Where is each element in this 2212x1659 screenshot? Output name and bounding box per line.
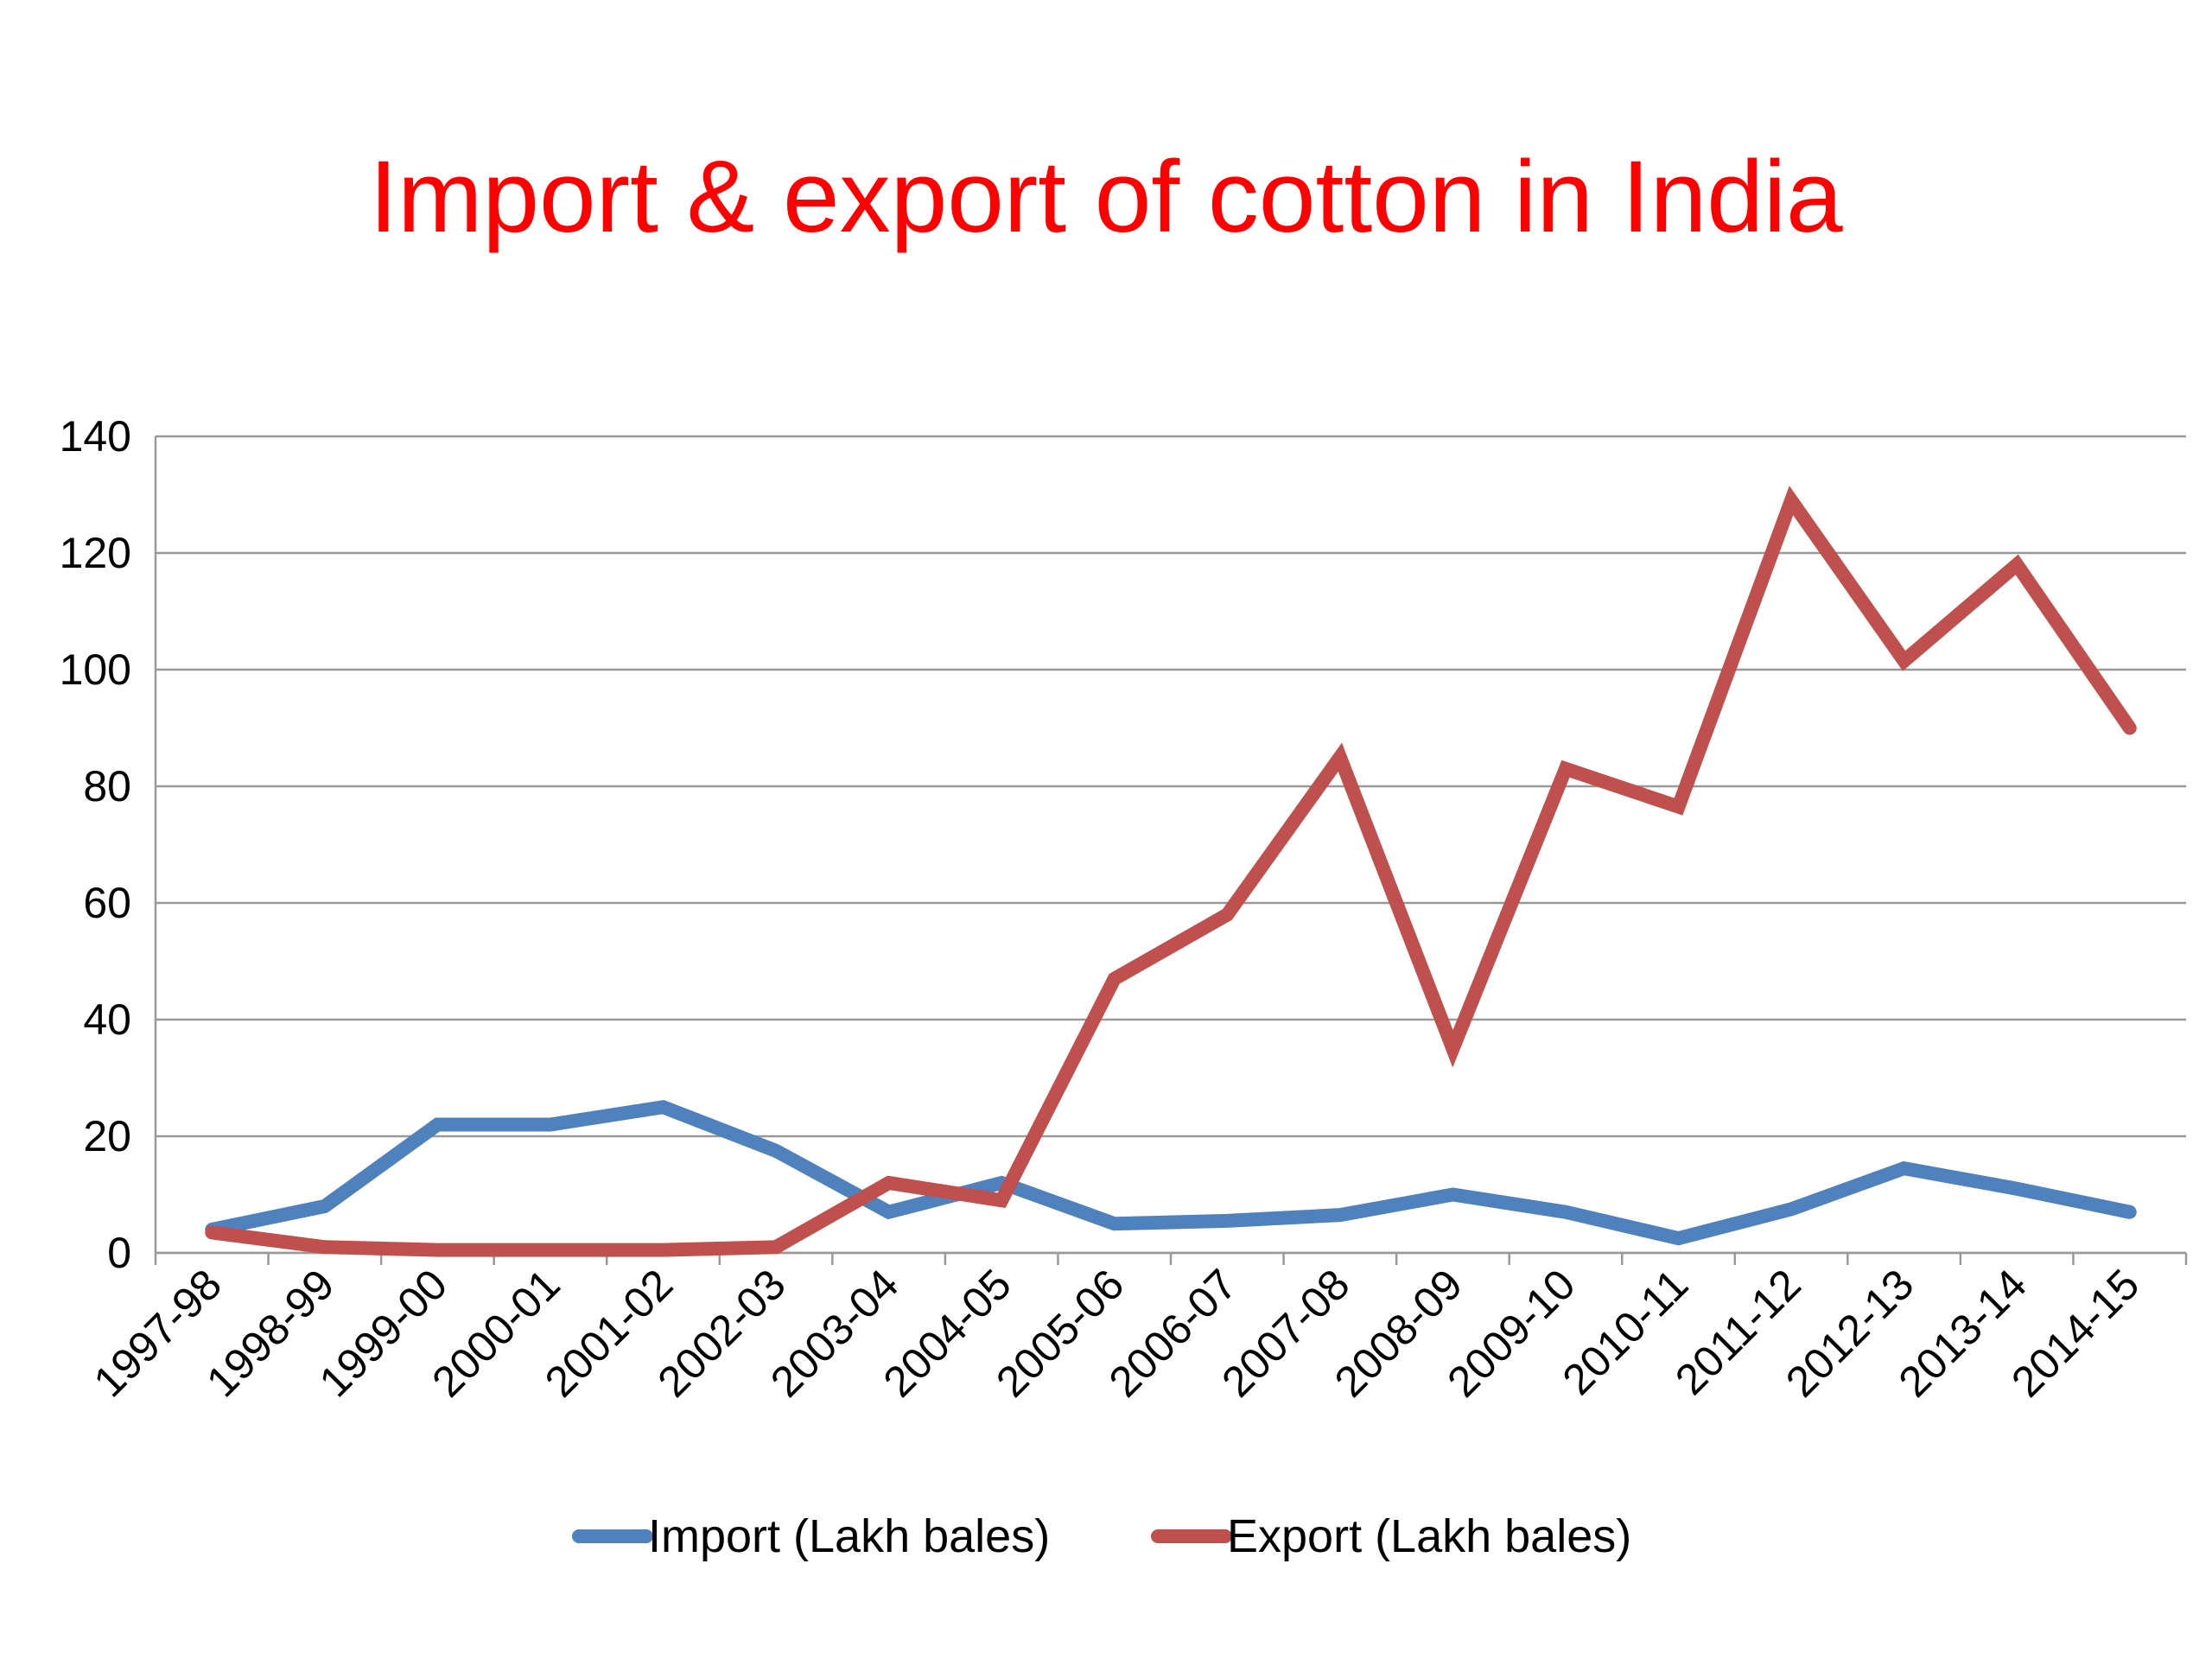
- data-point: [436, 1124, 438, 1125]
- x-tick-label: 2014-15: [2002, 1260, 2148, 1406]
- data-point: [2016, 564, 2018, 565]
- data-point: [2016, 1188, 2018, 1190]
- x-tick-label: 2009-10: [1438, 1260, 1584, 1406]
- data-point: [211, 1231, 213, 1233]
- data-point: [1339, 1214, 1341, 1216]
- data-point: [663, 1249, 664, 1251]
- y-tick-label: 80: [83, 762, 131, 810]
- axes: 0204060801001201401997-981998-991999-002…: [60, 412, 2188, 1407]
- data-point: [1565, 768, 1567, 770]
- data-point: [1678, 1237, 1679, 1239]
- legend: Import (Lakh bales) Export (Lakh bales): [572, 1510, 1631, 1562]
- y-tick-label: 60: [83, 879, 131, 927]
- data-point: [775, 1150, 777, 1152]
- data-point: [1452, 1048, 1453, 1050]
- data-point: [1790, 499, 1792, 501]
- legend-label: Import (Lakh bales): [648, 1510, 1050, 1562]
- data-point: [436, 1249, 438, 1251]
- data-point: [324, 1246, 326, 1248]
- data-point: [1678, 806, 1679, 808]
- data-point: [663, 1106, 664, 1108]
- data-point: [2129, 1211, 2131, 1213]
- data-point: [1226, 914, 1228, 915]
- data-point: [888, 1182, 890, 1184]
- y-tick-label: 100: [60, 645, 131, 694]
- data-point: [1790, 1208, 1792, 1210]
- series-line-export: [205, 486, 2137, 1257]
- data-point: [1114, 978, 1116, 980]
- data-point: [1226, 1220, 1228, 1222]
- y-tick-label: 40: [83, 995, 131, 1044]
- data-point: [1565, 1211, 1567, 1213]
- data-point: [1001, 1182, 1002, 1184]
- data-point: [1452, 1194, 1453, 1195]
- data-point: [775, 1246, 777, 1248]
- data-point: [1001, 1199, 1002, 1201]
- y-tick-label: 0: [107, 1229, 131, 1277]
- data-point: [324, 1205, 326, 1207]
- series-line-import: [205, 1100, 2137, 1246]
- legend-label: Export (Lakh bales): [1227, 1510, 1631, 1562]
- y-tick-label: 20: [83, 1112, 131, 1160]
- data-point: [888, 1211, 890, 1213]
- data-point: [1339, 756, 1341, 758]
- chart-title: Import & export of cotton in India: [369, 140, 1843, 254]
- series-layer: [205, 486, 2137, 1257]
- y-tick-label: 140: [60, 412, 131, 461]
- y-tick-label: 120: [60, 529, 131, 577]
- x-tick-label: 2010-11: [1554, 1260, 1698, 1404]
